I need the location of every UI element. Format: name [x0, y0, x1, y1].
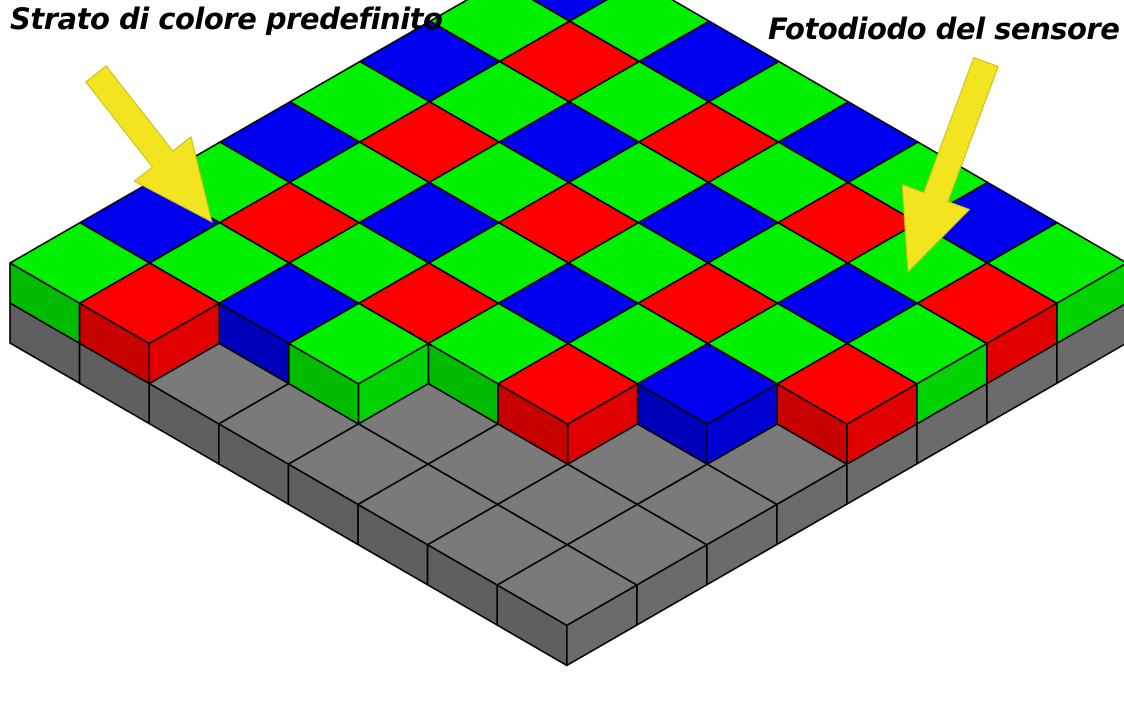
photodiode-7-0-side — [496, 584, 568, 667]
filter-red-5-2-side — [497, 383, 569, 466]
yellow-arrow-icon — [901, 56, 999, 274]
arrows-layer — [85, 56, 999, 274]
photodiode-label: Fotodiodo del sensore — [768, 12, 1120, 46]
filter-red-1-0-side — [78, 302, 150, 385]
cells-layer — [9, 0, 1124, 667]
yellow-arrow-icon — [85, 65, 213, 223]
filter-green-3-1-side — [287, 342, 360, 425]
filter-layer-label: Strato di colore predefinito — [10, 2, 443, 36]
